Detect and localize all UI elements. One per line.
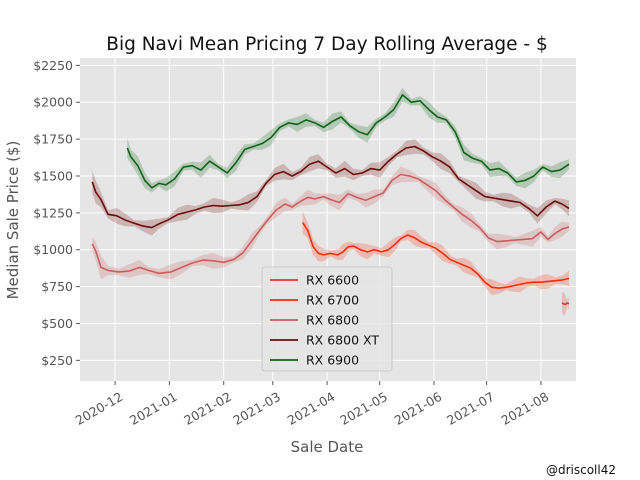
y-tick-label: $2250 — [33, 58, 73, 73]
x-tick-label: 2021-06 — [392, 389, 445, 428]
y-tick-label: $500 — [41, 316, 73, 331]
y-tick-label: $1750 — [33, 132, 73, 147]
legend-label: RX 6700 — [306, 293, 359, 308]
x-tick-label: 2021-01 — [127, 389, 180, 428]
x-axis-label: Sale Date — [291, 438, 364, 456]
credit-text: @driscoll42 — [546, 463, 616, 477]
y-tick-label: $1000 — [33, 242, 73, 257]
legend-label: RX 6800 XT — [306, 333, 379, 348]
legend-box — [261, 266, 393, 372]
y-tick-label: $750 — [41, 279, 73, 294]
x-tick-label: 2021-04 — [285, 389, 338, 428]
series-line — [91, 145, 570, 229]
legend-label: RX 6600 — [306, 273, 359, 288]
y-tick-label: $1500 — [33, 168, 73, 183]
series-band — [127, 87, 570, 193]
y-axis-label: Median Sale Price ($) — [4, 141, 22, 300]
series-line — [126, 94, 570, 189]
series-line — [561, 302, 570, 306]
legend: RX 6600 RX 6700 RX 6800 RX 6800 XT RX 6900 — [261, 266, 393, 372]
y-tick-label: $1250 — [33, 205, 73, 220]
x-tick-label: 2021-02 — [181, 389, 234, 428]
series-lines — [91, 94, 570, 306]
series-line — [91, 173, 570, 275]
x-tick-label: 2021-07 — [444, 389, 497, 428]
legend-label: RX 6800 — [306, 313, 359, 328]
series-line — [301, 221, 570, 289]
legend-label: RX 6900 — [306, 353, 359, 368]
x-tick-label: 2020-12 — [73, 389, 126, 428]
x-tick-label: 2021-05 — [337, 389, 390, 428]
series-band — [302, 211, 569, 296]
series-band — [92, 139, 570, 236]
x-tick-label: 2021-08 — [499, 389, 552, 428]
y-tick-label: $2000 — [33, 95, 73, 110]
x-tick-label: 2021-03 — [230, 389, 283, 428]
y-axis-ticks: $250 $500 $750 $1000 $1250 $1500 $1750 $2000 $22… — [33, 58, 80, 368]
y-tick-label: $250 — [41, 353, 73, 368]
chart-title: Big Navi Mean Pricing 7 Day Rolling Aver… — [106, 34, 547, 55]
